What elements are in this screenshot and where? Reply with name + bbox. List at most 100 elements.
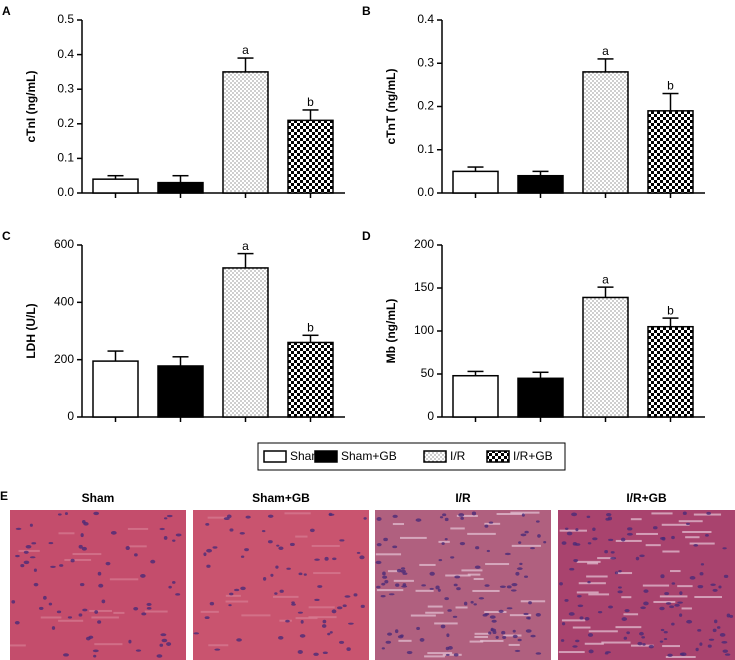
tissue-streak <box>72 553 102 556</box>
nucleus <box>38 606 44 610</box>
nucleus <box>697 584 704 589</box>
nucleus <box>543 541 547 544</box>
nucleus <box>592 527 596 531</box>
nucleus <box>134 553 138 557</box>
tissue-streak <box>398 639 412 642</box>
tissue-streak <box>474 635 488 638</box>
legend-box <box>257 442 566 471</box>
tissue-streak <box>636 532 658 535</box>
nucleus <box>486 549 490 553</box>
nucleus <box>700 563 705 566</box>
nucleus <box>566 531 573 536</box>
tissue-streak <box>503 634 522 637</box>
nucleus <box>339 539 345 542</box>
nucleus <box>569 567 575 571</box>
significance-label: b <box>307 95 314 109</box>
nucleus <box>291 601 295 604</box>
nucleus <box>421 584 426 587</box>
y-axis-label: Mb (ng/mL) <box>384 299 398 364</box>
nucleus <box>31 542 37 545</box>
nucleus <box>577 604 584 608</box>
nucleus <box>239 532 245 535</box>
nucleus <box>400 634 404 638</box>
nucleus <box>474 565 481 569</box>
nucleus <box>81 520 86 524</box>
tissue-streak <box>496 512 525 515</box>
tissue-streak <box>474 632 491 635</box>
tissue-streak <box>127 527 149 530</box>
y-tick-label: 100 <box>414 323 434 337</box>
tissue-streak <box>694 596 723 599</box>
tissue-streak <box>225 600 249 603</box>
tissue-streak <box>510 511 540 514</box>
nucleus <box>234 588 240 592</box>
nucleus <box>512 634 518 639</box>
nucleus <box>517 638 522 642</box>
nucleus <box>490 627 494 632</box>
nucleus <box>135 649 142 652</box>
tissue-streak <box>616 572 633 575</box>
nucleus <box>460 516 464 520</box>
nucleus <box>520 533 527 537</box>
nucleus <box>510 589 517 592</box>
nucleus <box>20 563 25 568</box>
tissue-streak <box>661 523 690 526</box>
tissue-streak <box>393 579 414 582</box>
nucleus <box>146 602 152 607</box>
nucleus <box>618 570 622 573</box>
nucleus <box>322 651 328 655</box>
legend-label: I/R <box>450 449 466 463</box>
nucleus <box>402 583 407 587</box>
nucleus <box>25 544 32 549</box>
nucleus <box>686 619 693 624</box>
nucleus <box>635 556 640 561</box>
nucleus <box>29 523 33 527</box>
tissue-streak <box>207 516 230 519</box>
tissue-streak <box>467 532 496 535</box>
nucleus <box>150 559 156 564</box>
nucleus <box>561 622 566 626</box>
y-tick-label: 50 <box>421 366 435 380</box>
nucleus <box>729 614 734 618</box>
nucleus <box>59 564 64 567</box>
tissue-streak <box>642 584 670 587</box>
nucleus <box>450 556 455 559</box>
tissue-streak <box>665 655 696 658</box>
nucleus <box>228 604 232 607</box>
bar <box>287 119 334 194</box>
nucleus <box>359 555 365 560</box>
nucleus <box>175 593 181 596</box>
nucleus <box>314 598 320 602</box>
nucleus <box>463 601 468 606</box>
nucleus <box>524 530 529 534</box>
nucleus <box>689 576 696 580</box>
tissue-streak <box>576 560 601 563</box>
nucleus <box>223 517 230 521</box>
nucleus <box>395 583 400 587</box>
tissue-streak <box>419 563 436 566</box>
nucleus <box>278 546 284 551</box>
tissue-streak <box>597 557 615 560</box>
nucleus <box>327 632 331 636</box>
tissue-streak <box>399 536 427 539</box>
bar <box>582 71 629 194</box>
nucleus <box>313 652 319 656</box>
nucleus <box>506 607 513 610</box>
nucleus <box>473 603 477 606</box>
tissue-streak <box>241 614 271 617</box>
nucleus <box>511 582 518 587</box>
nucleus <box>659 606 665 611</box>
nucleus <box>314 558 320 561</box>
tissue-streak <box>455 606 468 609</box>
tissue-streak <box>410 614 436 617</box>
significance-label: a <box>242 43 249 57</box>
nucleus <box>385 640 392 644</box>
nucleus <box>705 534 709 537</box>
nucleus <box>514 649 521 652</box>
tissue-streak <box>623 613 639 616</box>
nucleus <box>166 514 173 518</box>
nucleus <box>419 637 425 642</box>
nucleus <box>575 528 579 532</box>
nucleus <box>606 512 612 517</box>
nucleus <box>661 536 666 541</box>
